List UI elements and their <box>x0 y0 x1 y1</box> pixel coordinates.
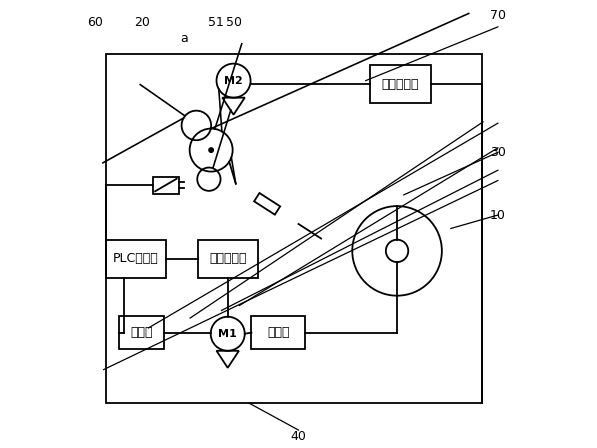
Text: M2: M2 <box>224 76 243 86</box>
Text: 第二变频器: 第二变频器 <box>381 78 419 90</box>
Text: 10: 10 <box>490 208 506 222</box>
Text: M1: M1 <box>219 329 237 339</box>
Text: 20: 20 <box>134 16 150 29</box>
Text: 50: 50 <box>226 16 242 29</box>
Text: 51: 51 <box>208 16 223 29</box>
Text: 40: 40 <box>291 430 306 444</box>
Text: 70: 70 <box>490 9 506 22</box>
Bar <box>370 65 430 103</box>
Text: a: a <box>180 31 188 45</box>
Bar <box>119 316 164 349</box>
Text: 第一变频器: 第一变频器 <box>209 252 247 265</box>
Bar <box>198 240 258 278</box>
Text: 30: 30 <box>490 146 506 159</box>
Circle shape <box>209 148 213 152</box>
Text: 编码器: 编码器 <box>131 326 153 339</box>
Text: 60: 60 <box>87 16 103 29</box>
Bar <box>251 316 305 349</box>
Bar <box>106 240 167 278</box>
Text: PLC控制器: PLC控制器 <box>113 252 159 265</box>
Bar <box>106 54 482 403</box>
Text: 减速器: 减速器 <box>267 326 290 339</box>
Bar <box>153 177 179 194</box>
